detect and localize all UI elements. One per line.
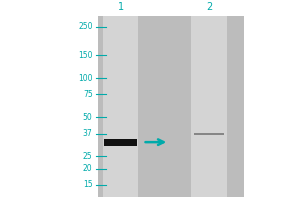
Bar	[98, 16, 244, 197]
Text: 2: 2	[206, 2, 212, 12]
Bar	[191, 16, 226, 197]
Text: 37: 37	[83, 129, 93, 138]
Text: 150: 150	[78, 51, 93, 60]
Text: 25: 25	[83, 152, 93, 161]
Text: 75: 75	[83, 90, 93, 99]
Bar	[194, 133, 224, 135]
Text: 250: 250	[78, 22, 93, 31]
Bar	[103, 16, 138, 197]
Text: 1: 1	[118, 2, 124, 12]
Text: 20: 20	[83, 164, 93, 173]
Text: 100: 100	[78, 74, 93, 83]
Bar	[104, 139, 137, 146]
Text: 15: 15	[83, 180, 93, 189]
Text: 50: 50	[83, 113, 93, 122]
